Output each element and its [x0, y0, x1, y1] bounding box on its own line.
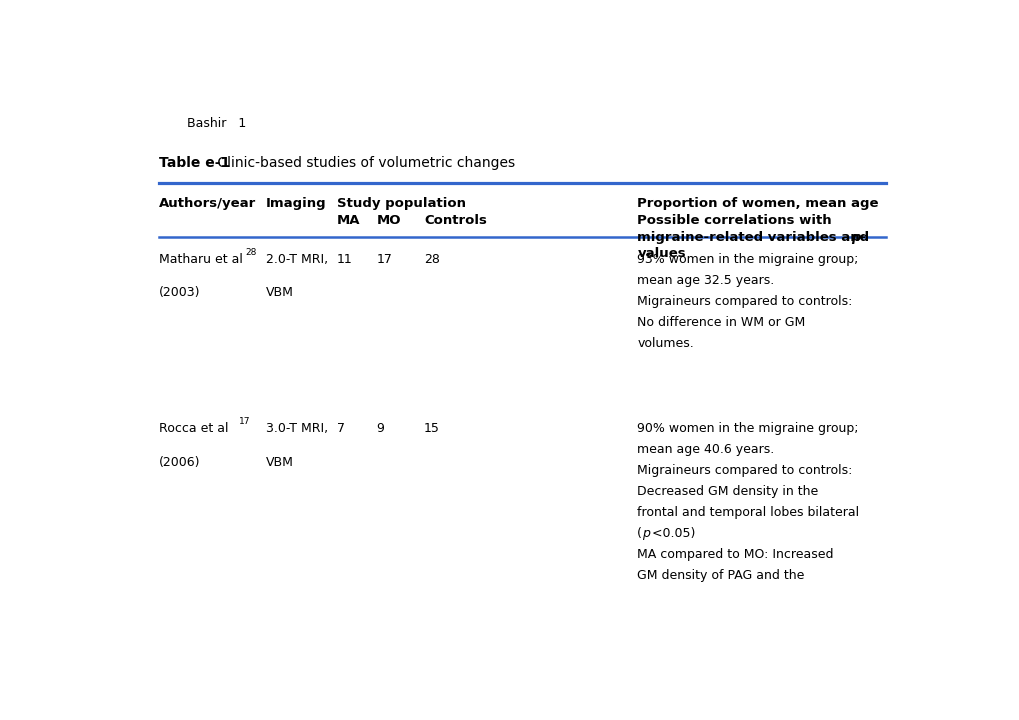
Text: migraine-related variables and: migraine-related variables and	[637, 230, 873, 243]
Text: (2003): (2003)	[159, 287, 201, 300]
Text: 93% women in the migraine group;: 93% women in the migraine group;	[637, 253, 858, 266]
Text: Proportion of women, mean age: Proportion of women, mean age	[637, 197, 878, 210]
Text: Study population: Study population	[336, 197, 466, 210]
Text: mean age 32.5 years.: mean age 32.5 years.	[637, 274, 773, 287]
Text: p: p	[642, 527, 649, 540]
Text: 17: 17	[238, 417, 251, 426]
Text: MO: MO	[376, 214, 400, 227]
Text: Authors/year: Authors/year	[159, 197, 256, 210]
Text: Migraineurs compared to controls:: Migraineurs compared to controls:	[637, 295, 852, 308]
Text: Table e-1: Table e-1	[159, 156, 230, 170]
Text: 2.0-T MRI,: 2.0-T MRI,	[266, 253, 328, 266]
Text: frontal and temporal lobes bilateral: frontal and temporal lobes bilateral	[637, 506, 859, 519]
Text: 9: 9	[376, 422, 384, 435]
Text: volumes.: volumes.	[637, 337, 694, 350]
Text: Controls: Controls	[424, 214, 486, 227]
Text: 7: 7	[336, 422, 344, 435]
Text: mean age 40.6 years.: mean age 40.6 years.	[637, 443, 773, 456]
Text: 17: 17	[376, 253, 392, 266]
Text: Decreased GM density in the: Decreased GM density in the	[637, 485, 818, 498]
Text: VBM: VBM	[266, 287, 293, 300]
Text: (2006): (2006)	[159, 456, 201, 469]
Text: <0.05): <0.05)	[648, 527, 695, 540]
Text: VBM: VBM	[266, 456, 293, 469]
Text: MA: MA	[336, 214, 360, 227]
Text: Imaging: Imaging	[266, 197, 326, 210]
Text: Bashir   1: Bashir 1	[186, 117, 246, 130]
Text: 28: 28	[245, 248, 257, 257]
Text: 11: 11	[336, 253, 353, 266]
Text: 90% women in the migraine group;: 90% women in the migraine group;	[637, 422, 858, 435]
Text: p-: p-	[851, 230, 866, 243]
Text: Clinic-based studies of volumetric changes: Clinic-based studies of volumetric chang…	[213, 156, 515, 170]
Text: Migraineurs compared to controls:: Migraineurs compared to controls:	[637, 464, 852, 477]
Text: Matharu et al: Matharu et al	[159, 253, 243, 266]
Text: 15: 15	[424, 422, 439, 435]
Text: (: (	[637, 527, 642, 540]
Text: GM density of PAG and the: GM density of PAG and the	[637, 570, 804, 582]
Text: 3.0-T MRI,: 3.0-T MRI,	[266, 422, 328, 435]
Text: 28: 28	[424, 253, 439, 266]
Text: MA compared to MO: Increased: MA compared to MO: Increased	[637, 548, 834, 561]
Text: Rocca et al: Rocca et al	[159, 422, 228, 435]
Text: No difference in WM or GM: No difference in WM or GM	[637, 316, 805, 329]
Text: Possible correlations with: Possible correlations with	[637, 214, 832, 227]
Text: values: values	[637, 247, 686, 260]
